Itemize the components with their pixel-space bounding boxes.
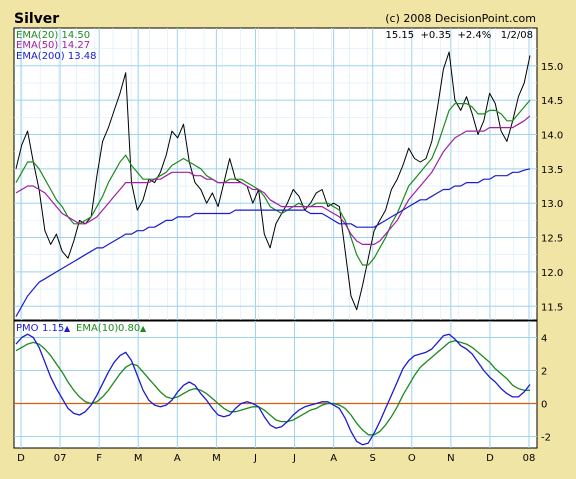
y-tick-label-price: 12.5 — [541, 234, 563, 245]
x-tick-label: D — [486, 453, 494, 464]
legend-ema10: EMA(10) — [76, 323, 118, 334]
y-tick-label-price: 12.0 — [541, 268, 563, 279]
x-tick-label: O — [408, 453, 416, 464]
x-tick-label: J — [292, 453, 296, 464]
y-tick-label-pmo: 4 — [541, 333, 547, 344]
pmo-panel — [13, 320, 538, 449]
y-tick-label-price: 13.0 — [541, 199, 563, 210]
y-tick-label-price: 11.5 — [541, 302, 563, 313]
legend-ema10-value: 0.80 — [118, 323, 140, 334]
y-tick-label-pmo: 0 — [541, 399, 547, 410]
series-group — [15, 51, 531, 446]
x-tick-label: D — [17, 453, 25, 464]
series-line-ema50 — [15, 115, 531, 245]
price-panel — [13, 27, 538, 321]
y-tick-labels: 11.5 12.0 12.5 13.0 13.5 14.0 14.5 15.0 -2 0 2 4 — [541, 62, 563, 444]
legend-ema200: EMA(200) 13.48 — [16, 51, 96, 62]
quote-text: 15.15 +0.35 +2.4% 1/2/08 — [386, 30, 534, 41]
y-tick-label-price: 14.5 — [541, 96, 563, 107]
x-tick-label: J — [253, 453, 257, 464]
legend-ema50: EMA(50) 14.27 — [16, 40, 90, 51]
chart-title: Silver — [14, 11, 59, 27]
x-tick-label: F — [96, 453, 102, 464]
series-line-ema10 — [15, 340, 530, 436]
x-tick-label: S — [370, 453, 376, 464]
legend-ema20: EMA(20) 14.50 — [16, 30, 90, 41]
y-tick-label-price: 13.5 — [541, 165, 563, 176]
series-line-price — [15, 51, 531, 311]
y-tick-label-pmo: 2 — [541, 366, 547, 377]
x-tick-label: A — [174, 453, 181, 464]
x-tick-label: M — [212, 453, 221, 464]
ema10-up-arrow-icon: ▲ — [140, 324, 147, 333]
x-tick-label: 08 — [523, 453, 536, 464]
credit-text: (c) 2008 DecisionPoint.com — [385, 12, 536, 25]
legend-pmo: PMO — [16, 323, 39, 334]
pmo-up-arrow-icon: ▲ — [64, 324, 71, 333]
x-tick-labels: D 07 F M A M J J A S O N D 08 — [17, 453, 535, 464]
x-tick-label: M — [134, 453, 143, 464]
y-tick-label-pmo: -2 — [541, 432, 551, 443]
x-tick-label: A — [330, 453, 337, 464]
y-tick-label-price: 15.0 — [541, 62, 563, 73]
y-tick-label-price: 14.0 — [541, 130, 563, 141]
series-line-ema200 — [15, 168, 531, 317]
x-tick-label: 07 — [54, 453, 67, 464]
x-tick-label: N — [447, 453, 454, 464]
legend-pmo-value: 1.15 — [42, 323, 64, 334]
series-line-ema20 — [15, 99, 531, 266]
series-line-pmo — [15, 333, 531, 446]
